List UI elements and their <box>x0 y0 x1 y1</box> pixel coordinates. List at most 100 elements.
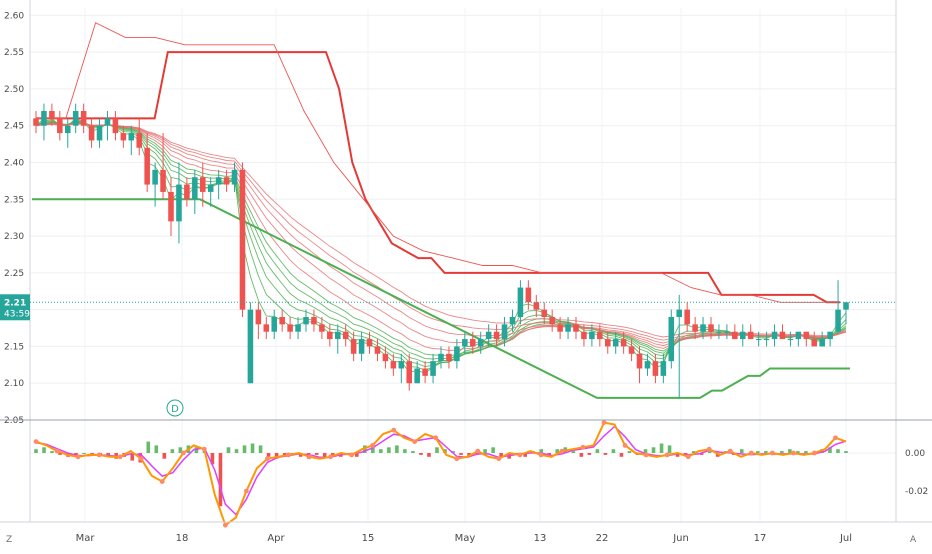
osc-histogram-bar <box>34 449 38 453</box>
candle-body <box>287 324 293 332</box>
osc-point <box>538 452 544 458</box>
candle-body <box>787 339 794 341</box>
upper-envelope-line <box>36 22 840 303</box>
candle-body <box>827 331 833 340</box>
osc-histogram-bar <box>50 451 54 453</box>
candle-body <box>390 361 397 369</box>
osc-histogram-bar <box>491 447 495 453</box>
ribbon-line <box>35 120 847 368</box>
candle-body <box>684 309 690 325</box>
osc-histogram-bar <box>579 453 584 457</box>
osc-histogram-bar <box>210 453 215 465</box>
candle-body <box>350 339 357 354</box>
osc-point <box>559 448 565 454</box>
osc-histogram-bar <box>587 453 592 455</box>
candle-body <box>207 184 214 192</box>
x-tick-label: Apr <box>267 533 285 544</box>
osc-histogram-bar <box>780 451 784 453</box>
osc-histogram-bar <box>627 451 632 453</box>
candle-body <box>771 331 778 340</box>
candle-body <box>763 339 770 341</box>
osc-point <box>791 450 796 456</box>
osc-y-tick-label: -0.02 <box>905 487 928 497</box>
candle-body <box>747 331 754 340</box>
candle-body <box>366 339 373 347</box>
candle-body <box>231 169 238 185</box>
ribbon-line <box>35 121 847 360</box>
osc-histogram-bar <box>571 451 576 453</box>
osc-histogram-bar <box>395 445 399 453</box>
candle-body <box>708 324 714 332</box>
oscillator-panel <box>33 420 848 528</box>
osc-point <box>433 435 439 441</box>
candle-body <box>279 317 285 325</box>
candles <box>33 103 849 398</box>
osc-point <box>748 450 754 456</box>
x-tick-label: 18 <box>176 533 189 544</box>
candle-body <box>192 177 198 200</box>
osc-point <box>96 452 102 458</box>
osc-point <box>601 420 607 425</box>
osc-histogram-bar <box>218 453 223 507</box>
x-tick-label: 17 <box>754 533 767 544</box>
osc-point <box>664 452 670 458</box>
upper-stop-line <box>36 51 840 304</box>
osc-point <box>138 456 144 462</box>
moving-average-ribbon <box>35 117 847 374</box>
candle-body <box>160 169 166 192</box>
osc-point <box>180 450 186 456</box>
osc-histogram-bar <box>194 447 199 453</box>
candle-body <box>612 339 619 347</box>
osc-histogram-bar <box>226 447 231 453</box>
osc-point <box>370 443 376 448</box>
candle-body <box>184 184 190 200</box>
candle-body <box>72 111 79 126</box>
y-tick-label: 2.45 <box>4 122 24 132</box>
corner-label-left: Z <box>6 535 12 545</box>
candle-body <box>223 177 230 185</box>
osc-histogram-bar <box>619 453 624 457</box>
x-tick-label: Mar <box>76 533 96 544</box>
candle-body <box>732 331 738 340</box>
candle-body <box>80 111 87 126</box>
osc-point <box>833 435 838 441</box>
osc-histogram-bar <box>611 449 616 453</box>
osc-histogram-bar <box>707 451 712 453</box>
osc-point <box>454 456 460 462</box>
osc-histogram-bar <box>298 453 303 457</box>
candle-body <box>406 361 413 384</box>
osc-histogram-bar <box>675 453 680 457</box>
osc-histogram-bar <box>42 447 46 453</box>
osc-point <box>54 448 60 454</box>
y-tick-label: 2.15 <box>4 342 24 352</box>
osc-histogram-bar <box>379 449 383 453</box>
osc-histogram-bar <box>499 453 503 457</box>
x-tick-label: 15 <box>362 533 375 544</box>
dividend-marker-label: D <box>171 404 179 415</box>
osc-point <box>580 444 586 450</box>
candle-body <box>398 361 405 369</box>
candle-body <box>271 317 278 332</box>
osc-histogram-bar <box>371 447 375 453</box>
osc-histogram-bar <box>788 449 792 453</box>
osc-signal-line <box>35 425 847 516</box>
y-tick-label: 2.50 <box>4 85 24 95</box>
candle-body <box>843 302 849 310</box>
candle-body <box>255 309 262 325</box>
osc-histogram-bar <box>403 449 407 453</box>
candle-body <box>374 346 381 354</box>
candle-body <box>517 287 524 317</box>
ribbon-line <box>35 122 847 351</box>
candle-body <box>724 331 730 333</box>
candle-body <box>33 118 39 126</box>
candle-body <box>104 118 111 126</box>
osc-point <box>685 454 691 460</box>
osc-histogram-bar <box>411 451 415 453</box>
osc-point <box>328 454 333 460</box>
candle-body <box>49 111 55 119</box>
candle-body <box>501 324 508 340</box>
candle-body <box>692 324 698 332</box>
